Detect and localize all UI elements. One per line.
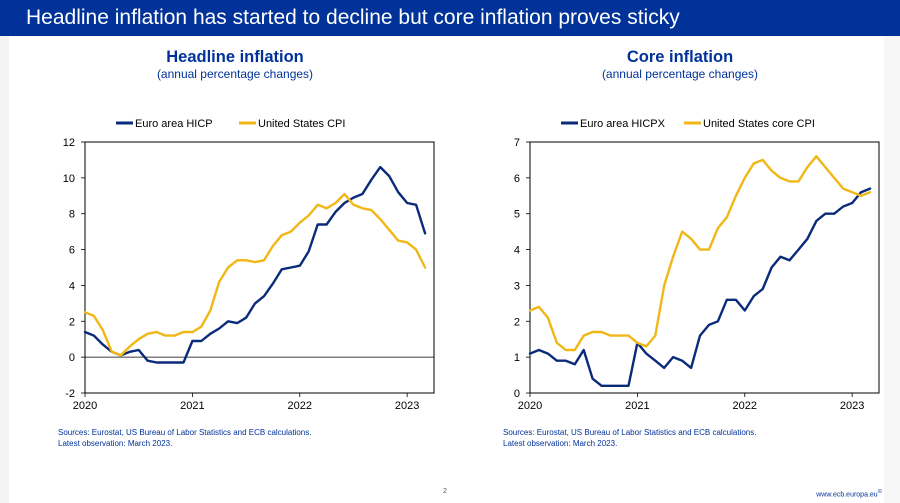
y-tick-label: 6 xyxy=(69,245,75,257)
chart-subtitle: (annual percentage changes) xyxy=(602,67,758,81)
x-tick-label: 2022 xyxy=(288,400,312,412)
page-number: 2 xyxy=(443,488,447,495)
legend-label-us: United States core CPI xyxy=(703,118,815,130)
plot-frame xyxy=(529,141,880,394)
footer-url: www.ecb.europa.eu© xyxy=(816,489,882,498)
y-tick-label: 4 xyxy=(514,245,520,257)
y-tick-label: 4 xyxy=(69,280,75,292)
footer-copyright-mark: © xyxy=(877,489,882,495)
chart-title: Headline inflation xyxy=(166,48,304,66)
y-tick-label: 12 xyxy=(63,137,75,149)
slide-title: Headline inflation has started to declin… xyxy=(0,0,900,36)
x-tick-label: 2020 xyxy=(518,400,542,412)
headline-inflation-chart: Headline inflation (annual percentage ch… xyxy=(58,48,435,448)
right-margin xyxy=(884,36,900,503)
chart-legend: Euro area HICP United States CPI xyxy=(116,118,345,130)
chart-source-note: Sources: Eurostat, US Bureau of Labor St… xyxy=(503,428,756,437)
chart-subtitle: (annual percentage changes) xyxy=(157,67,313,81)
y-tick-label: 2 xyxy=(69,316,75,328)
y-tick-label: 10 xyxy=(63,173,75,185)
x-tick-label: 2021 xyxy=(625,400,649,412)
core-inflation-chart: Core inflation (annual percentage change… xyxy=(503,48,880,448)
chart-latest-observation: Latest observation: March 2023. xyxy=(58,439,172,448)
y-tick-label: 3 xyxy=(514,280,520,292)
y-tick-label: 1 xyxy=(514,352,520,364)
y-tick-label: 5 xyxy=(514,209,520,221)
series-line-euro xyxy=(528,187,872,387)
chart-legend: Euro area HICPX United States core CPI xyxy=(561,118,815,130)
x-tick-label: 2021 xyxy=(180,400,204,412)
series-line-us xyxy=(83,192,427,357)
chart-source-note: Sources: Eurostat, US Bureau of Labor St… xyxy=(58,428,311,437)
legend-label-euro: Euro area HICP xyxy=(135,118,213,130)
x-tick-label: 2022 xyxy=(733,400,757,412)
footer-url-text: www.ecb.europa.eu xyxy=(816,491,878,499)
series-line-us xyxy=(528,155,872,352)
y-tick-label: 0 xyxy=(69,352,75,364)
y-tick-label: -2 xyxy=(65,388,75,400)
y-tick-label: 7 xyxy=(514,137,520,149)
chart-title: Core inflation xyxy=(627,48,733,66)
series-line-euro xyxy=(83,165,427,364)
plot-frame xyxy=(84,141,435,394)
legend-label-euro: Euro area HICPX xyxy=(580,118,666,130)
left-margin xyxy=(0,36,9,503)
y-tick-label: 0 xyxy=(514,388,520,400)
legend-label-us: United States CPI xyxy=(258,118,345,130)
x-tick-label: 2023 xyxy=(840,400,864,412)
x-tick-label: 2020 xyxy=(73,400,97,412)
y-tick-label: 8 xyxy=(69,209,75,221)
y-tick-label: 2 xyxy=(514,316,520,328)
chart-latest-observation: Latest observation: March 2023. xyxy=(503,439,617,448)
y-tick-label: 6 xyxy=(514,173,520,185)
x-tick-label: 2023 xyxy=(395,400,419,412)
